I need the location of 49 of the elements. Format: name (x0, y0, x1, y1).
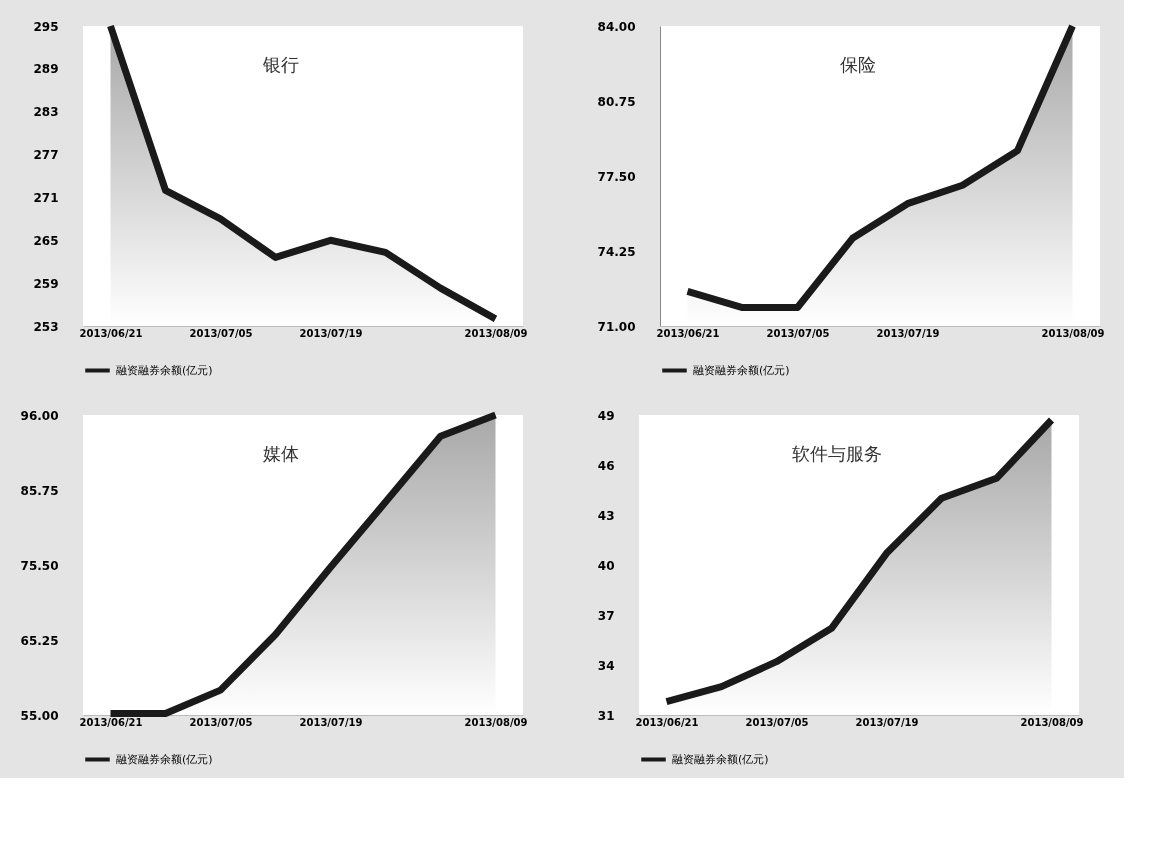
text: 软件与服务 (792, 443, 882, 464)
legend-label: 融资融券余额(亿元) (116, 363, 213, 377)
x-tick-label: 2013/06/21 (79, 716, 143, 728)
x-tick-label: 2013/06/21 (79, 327, 143, 339)
y-tick-label: 65.25 (20, 633, 59, 648)
y-tick-label: 37 (597, 608, 615, 623)
y-tick-label: 259 (33, 276, 59, 291)
x-tick-label: 2013/08/09 (1041, 327, 1105, 339)
y-tick-label: 271 (33, 190, 59, 205)
y-tick-label: 77.50 (597, 169, 636, 184)
y-tick-label: 295 (33, 19, 59, 34)
y-tick-label: 265 (33, 233, 59, 248)
y-tick-label: 75.50 (20, 558, 59, 573)
text: 媒体 (263, 443, 299, 464)
x-tick-label: 2013/08/09 (464, 716, 528, 728)
x-tick-label: 2013/06/21 (635, 716, 699, 728)
text: 银行 (262, 54, 299, 75)
legend-label: 融资融券余额(亿元) (116, 752, 213, 766)
y-tick-label: 74.25 (597, 244, 636, 259)
y-tick-label: 277 (33, 148, 59, 163)
y-tick-label: 43 (597, 508, 615, 523)
y-tick-label: 46 (597, 458, 615, 473)
text: 保险 (840, 54, 876, 75)
y-tick-label: 55.00 (20, 708, 59, 723)
legend-label: 融资融券余额(亿元) (672, 752, 769, 766)
x-tick-label: 2013/07/05 (189, 327, 253, 339)
x-tick-label: 2013/07/05 (189, 716, 253, 728)
y-tick-label: 283 (33, 105, 59, 120)
x-tick-label: 2013/07/19 (299, 327, 363, 339)
y-tick-label: 71.00 (597, 319, 636, 334)
y-tick-label: 84.00 (597, 19, 636, 34)
x-tick-label: 2013/07/19 (299, 716, 363, 728)
x-tick-label: 2013/07/05 (766, 327, 830, 339)
x-tick-label: 2013/08/09 (464, 327, 528, 339)
x-tick-label: 2013/06/21 (656, 327, 720, 339)
x-tick-label: 2013/07/19 (876, 327, 940, 339)
y-tick-label: 289 (33, 62, 59, 77)
y-tick-label: 80.75 (597, 94, 636, 109)
y-tick-label: 253 (33, 319, 59, 334)
x-tick-label: 2013/07/19 (855, 716, 919, 728)
y-tick-label: 31 (597, 708, 615, 723)
y-tick-label: 49 (597, 408, 615, 423)
x-tick-label: 2013/07/05 (745, 716, 809, 728)
y-tick-label: 34 (597, 658, 615, 673)
y-tick-label: 85.75 (20, 483, 59, 498)
legend-label: 融资融券余额(亿元) (693, 363, 790, 377)
y-tick-label: 96.00 (20, 408, 59, 423)
y-tick-label: 40 (597, 558, 615, 573)
x-tick-label: 2013/08/09 (1020, 716, 1084, 728)
